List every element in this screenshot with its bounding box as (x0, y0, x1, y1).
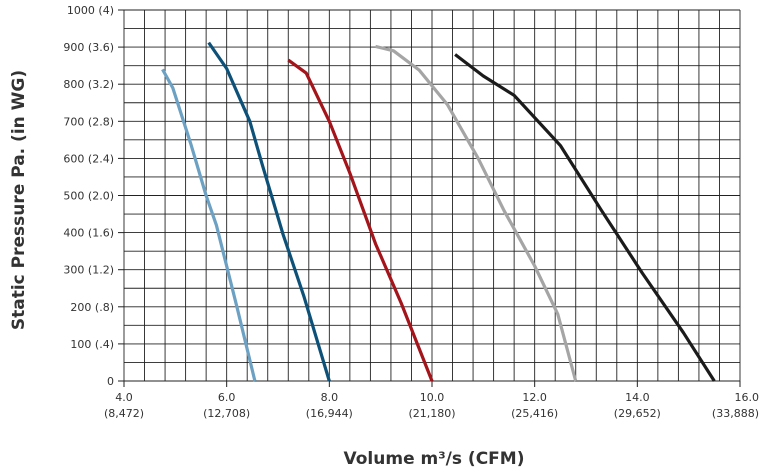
grid (123, 9, 741, 382)
y-tick-label: 1000 (4) (67, 4, 114, 17)
series-line-2 (207, 41, 331, 382)
x-tick-label: 8.0 (321, 391, 339, 404)
y-tick-label: 0 (107, 375, 114, 388)
y-tick-label: 700 (2.8) (63, 115, 114, 128)
x-tick-sublabel: (21,180) (408, 407, 455, 420)
y-tick-label: 900 (3.6) (63, 41, 114, 54)
y-tick-label: 200 (.8) (70, 301, 114, 314)
x-axis-label: Volume m³/s (CFM) (344, 449, 525, 469)
y-tick-label: 100 (.4) (70, 338, 114, 351)
x-axis-ticks: 4.0 (8,472) 6.0 (12,708) 8.0 (16,944) 10.0 (21,… (104, 381, 759, 420)
x-tick-label: 12.0 (522, 391, 547, 404)
x-tick-sublabel: (8,472) (104, 407, 144, 420)
series-line-3 (287, 58, 434, 382)
x-tick-label: 6.0 (218, 391, 236, 404)
series-line-1 (161, 68, 257, 382)
y-axis-label: Static Pressure Pa. (in WG) (9, 70, 29, 330)
x-tick-sublabel: (25,416) (511, 407, 558, 420)
x-tick-sublabel: (16,944) (306, 407, 353, 420)
y-tick-label: 500 (2.0) (63, 190, 114, 203)
y-tick-label: 300 (1.2) (63, 264, 114, 277)
x-tick-sublabel: (29,652) (614, 407, 661, 420)
x-tick-sublabel: (33,888) (712, 407, 759, 420)
x-tick-label: 10.0 (420, 391, 445, 404)
x-tick-label: 16.0 (735, 391, 760, 404)
x-tick-sublabel: (12,708) (203, 407, 250, 420)
y-tick-label: 400 (1.6) (63, 227, 114, 240)
y-tick-label: 800 (3.2) (63, 78, 114, 91)
x-tick-label: 4.0 (115, 391, 133, 404)
series-line-4 (375, 44, 578, 382)
y-tick-label: 600 (2.4) (63, 152, 114, 165)
series-lines (161, 41, 716, 382)
x-tick-label: 14.0 (625, 391, 650, 404)
series-line-5 (454, 53, 716, 382)
y-axis-ticks: 0 100 (.4) 200 (.8) 300 (1.2) 400 (1.6) 500 (… (63, 4, 124, 388)
